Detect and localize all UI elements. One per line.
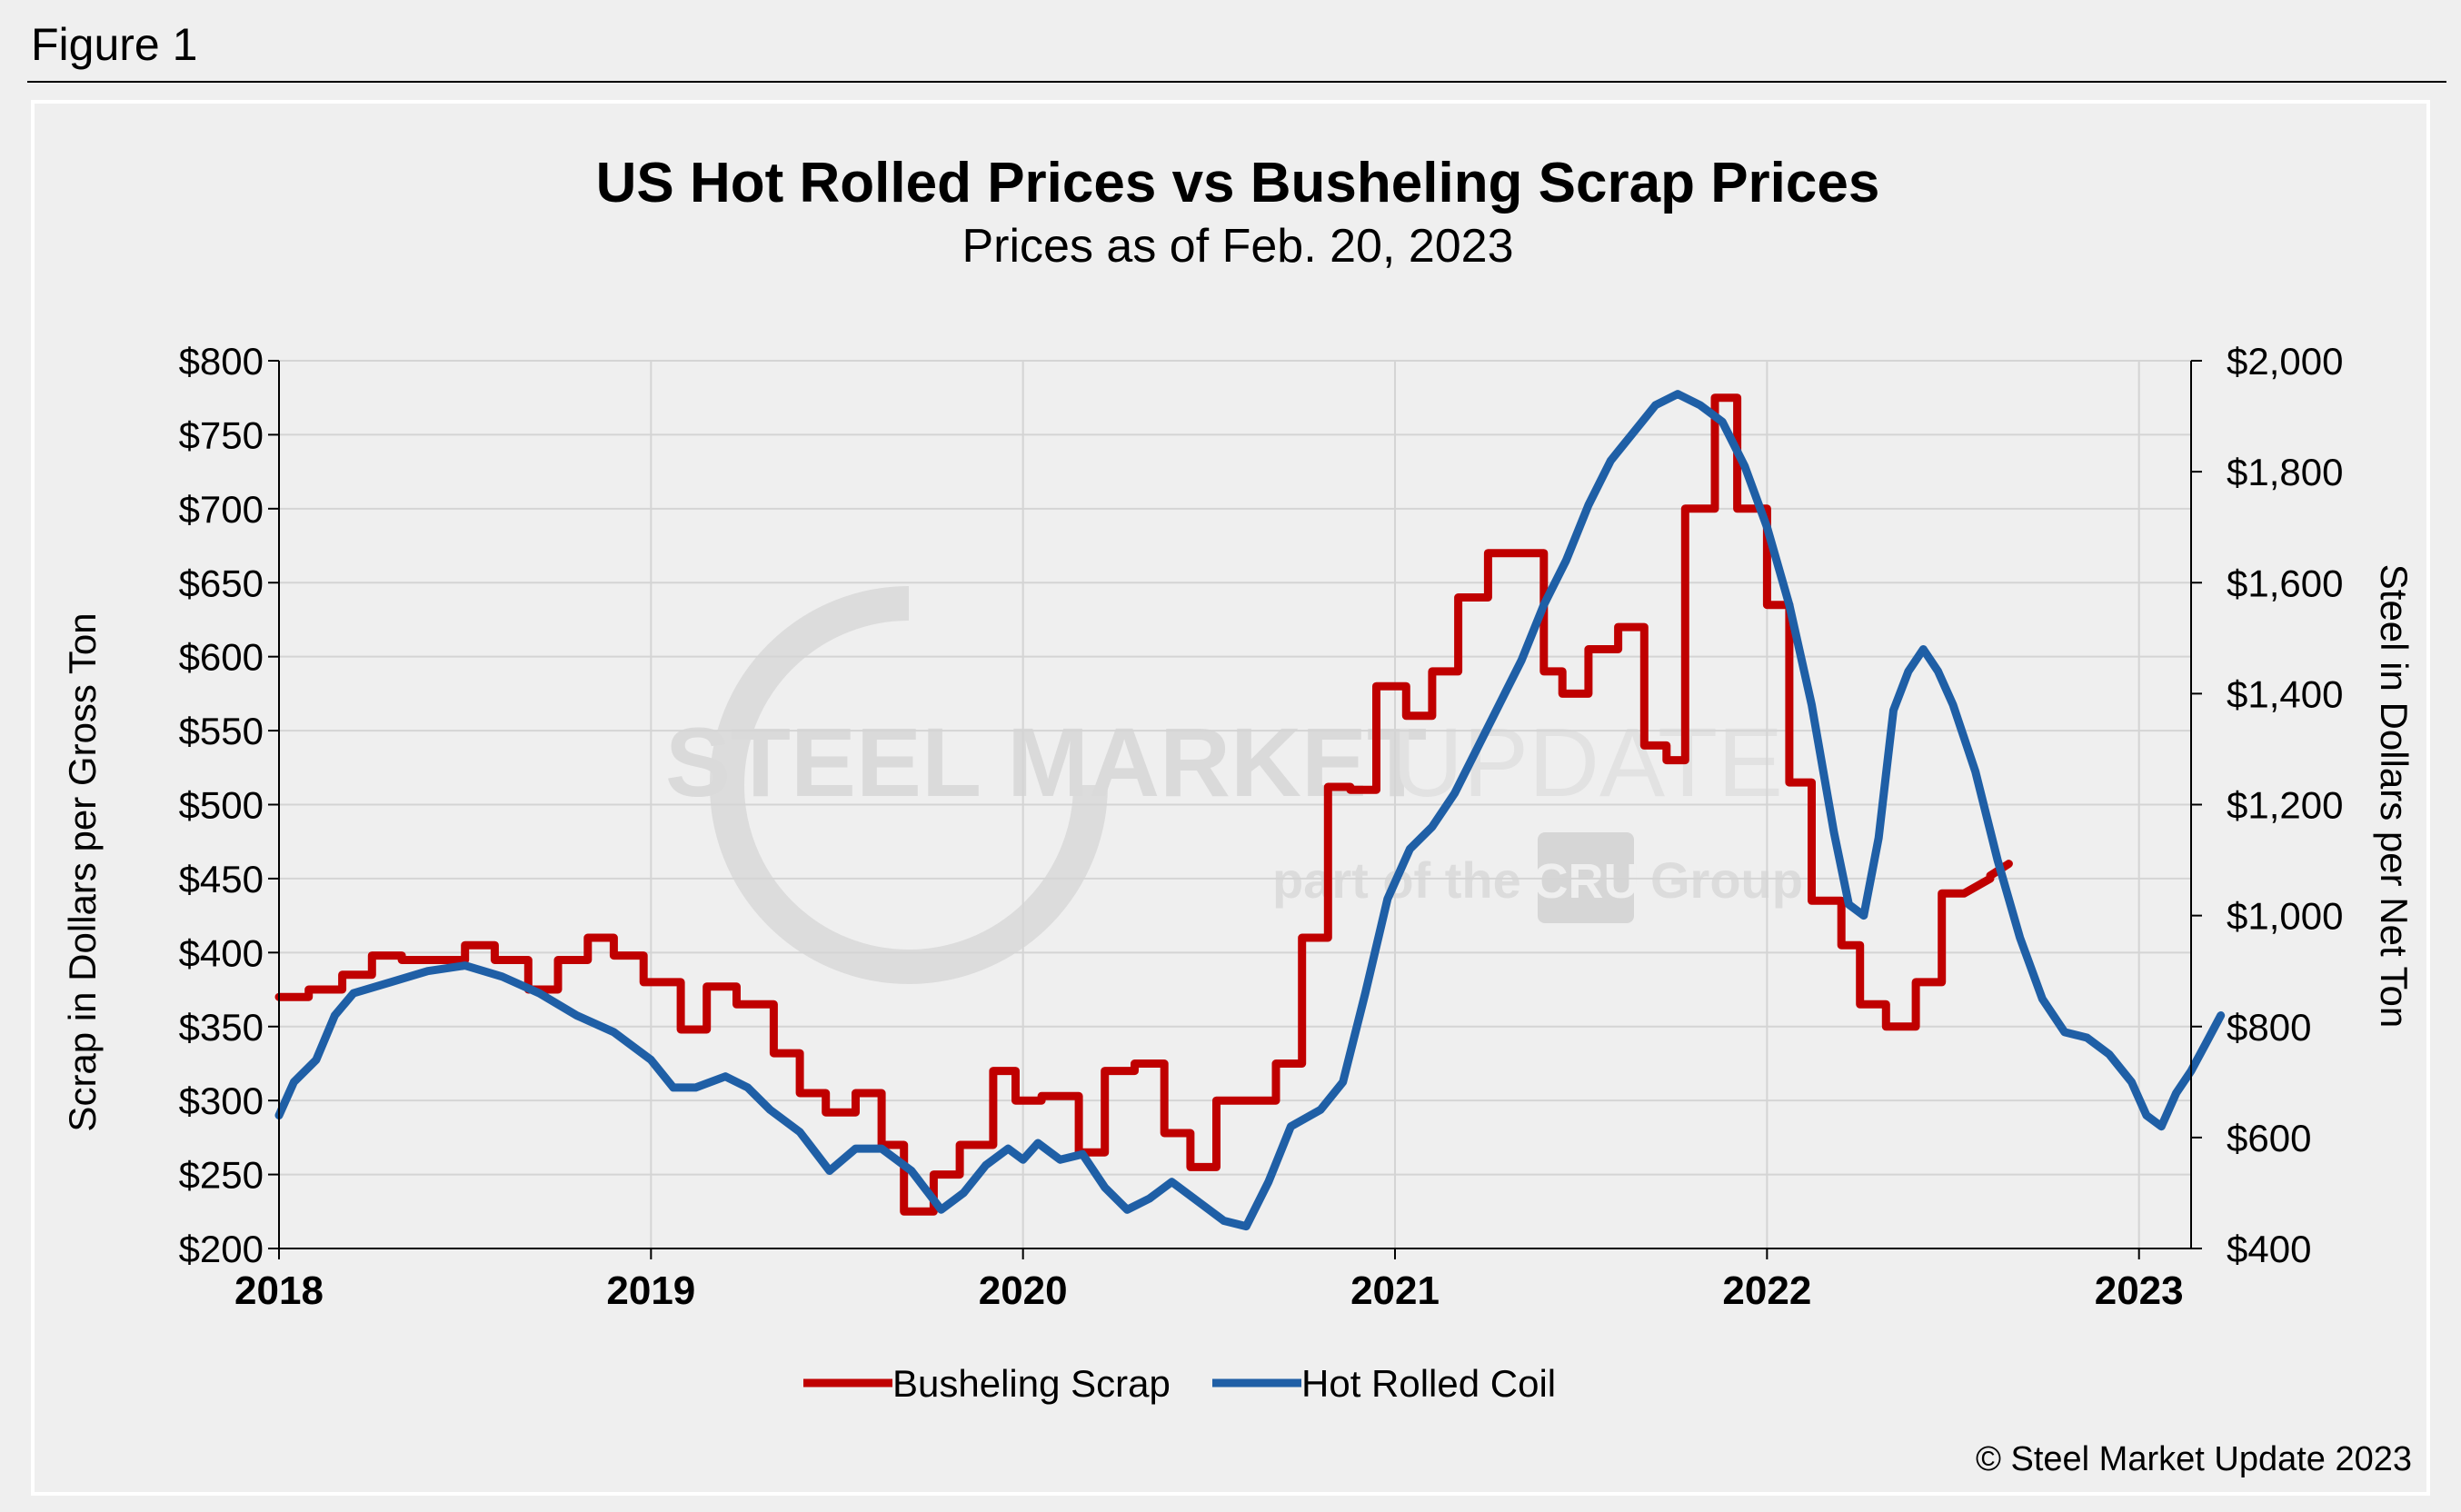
left-axis-title: Scrap in Dollars per Gross Ton: [61, 612, 104, 1131]
axes: $200 $250 $300 $350 $400 $450 $500 $550 $600 $650…: [179, 340, 2344, 1313]
right-tick-label: $800: [2227, 1006, 2311, 1049]
series-line-busheling-scrap: [274, 393, 2013, 1216]
left-tick-label: $600: [179, 636, 264, 679]
chart-subtitle: Prices as of Feb. 20, 2023: [961, 220, 1513, 273]
right-tick-label: $1,800: [2227, 451, 2343, 493]
right-tick-label: $1,600: [2227, 562, 2343, 604]
watermark-arc: [710, 586, 1108, 984]
right-tick-label: $2,000: [2227, 340, 2343, 383]
left-tick-label: $450: [179, 858, 264, 900]
x-tick-label: 2021: [1350, 1268, 1440, 1313]
legend-label-hot-rolled-coil: Hot Rolled Coil: [1301, 1362, 1556, 1405]
x-tick-label: 2023: [2095, 1268, 2184, 1313]
left-tick-label: $200: [179, 1228, 264, 1270]
right-tick-label: $1,400: [2227, 672, 2343, 715]
watermark-group: Group: [1650, 851, 1803, 909]
chart-frame: [31, 100, 2430, 1496]
right-tick-label: $1,000: [2227, 895, 2343, 938]
chart-title: US Hot Rolled Prices vs Busheling Scrap …: [596, 152, 1880, 214]
left-tick-label: $250: [179, 1154, 264, 1197]
watermark-logo: STEEL MARKET UPDATE part of the CRU Grou…: [665, 586, 1803, 984]
right-tick-label: $1,200: [2227, 784, 2343, 827]
x-tick-label: 2018: [234, 1268, 324, 1313]
series-lines: [274, 390, 2226, 1231]
left-tick-label: $500: [179, 784, 264, 827]
right-tick-label: $400: [2227, 1228, 2311, 1270]
left-tick-label: $700: [179, 488, 264, 531]
copyright: © Steel Market Update 2023: [1976, 1440, 2412, 1478]
legend: Busheling Scrap Hot Rolled Coil: [803, 1362, 1556, 1405]
x-tick-label: 2022: [1722, 1268, 1811, 1313]
left-tick-label: $750: [179, 413, 264, 456]
left-tick-label: $800: [179, 340, 264, 383]
left-tick-label: $300: [179, 1079, 264, 1122]
x-tick-label: 2020: [979, 1268, 1068, 1313]
right-tick-label: $600: [2227, 1117, 2311, 1159]
left-tick-label: $400: [179, 931, 264, 974]
left-tick-label: $350: [179, 1006, 264, 1049]
legend-label-busheling-scrap: Busheling Scrap: [892, 1362, 1171, 1405]
right-axis-title: Steel in Dollars per Net Ton: [2373, 564, 2416, 1028]
left-tick-label: $650: [179, 562, 264, 604]
series-line-hot-rolled-coil: [274, 390, 2226, 1231]
figure-label: Figure 1: [31, 19, 197, 70]
left-tick-label: $550: [179, 710, 264, 752]
watermark-cru: CRU: [1533, 854, 1639, 909]
watermark-name-light: UPDATE: [1392, 707, 1783, 817]
watermark-name-bold: STEEL MARKET: [665, 707, 1427, 817]
x-tick-label: 2019: [606, 1268, 695, 1313]
